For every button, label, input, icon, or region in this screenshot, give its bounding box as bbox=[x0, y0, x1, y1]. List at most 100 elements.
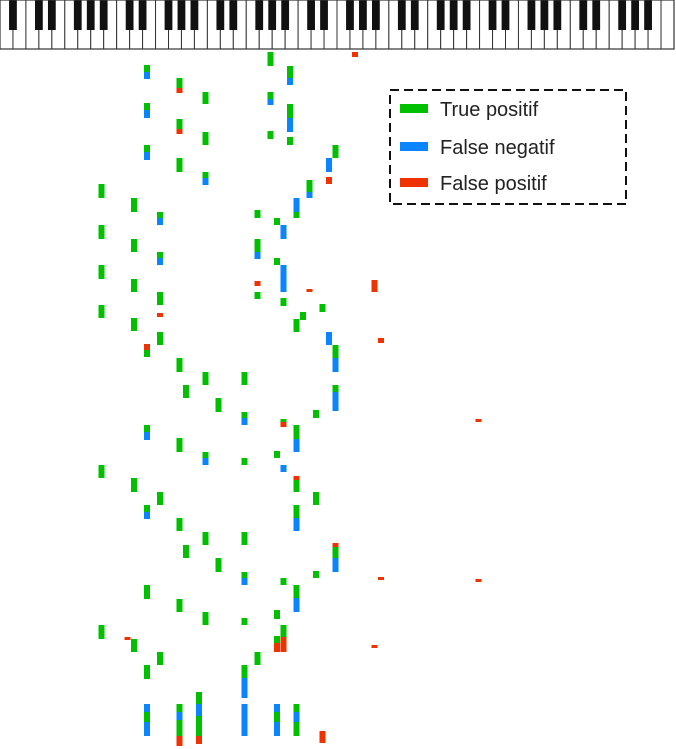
note-tp bbox=[176, 704, 183, 712]
white-key bbox=[660, 0, 675, 50]
black-key bbox=[618, 0, 627, 30]
note-fn bbox=[293, 439, 300, 452]
black-key bbox=[579, 0, 588, 30]
note-tp bbox=[254, 292, 261, 299]
note-tp bbox=[280, 578, 287, 585]
black-key bbox=[281, 0, 290, 30]
black-key bbox=[410, 0, 419, 30]
note-tp bbox=[280, 625, 287, 637]
note-fn bbox=[274, 722, 280, 736]
note-tp bbox=[157, 212, 163, 218]
note-tp bbox=[267, 52, 274, 66]
note-tp bbox=[274, 610, 280, 619]
note-fp bbox=[306, 289, 313, 292]
note-fp bbox=[176, 129, 183, 134]
note-tp bbox=[202, 172, 209, 178]
note-fn bbox=[202, 458, 209, 465]
note-fn bbox=[274, 704, 280, 712]
note-fn bbox=[280, 225, 287, 239]
note-tp bbox=[287, 66, 293, 78]
note-tp bbox=[274, 258, 280, 265]
note-fn bbox=[280, 265, 287, 280]
note-tp bbox=[274, 712, 280, 722]
black-key bbox=[359, 0, 367, 30]
black-key bbox=[125, 0, 134, 30]
note-fp bbox=[475, 419, 482, 422]
note-tp bbox=[202, 132, 209, 145]
note-tp bbox=[293, 722, 300, 736]
note-tp bbox=[183, 545, 189, 558]
legend-swatch-false-positif bbox=[400, 178, 428, 187]
note-tp bbox=[157, 292, 163, 305]
note-fn bbox=[144, 110, 150, 118]
note-tp bbox=[131, 318, 137, 331]
note-tp bbox=[176, 158, 183, 172]
note-fp bbox=[280, 637, 287, 652]
note-tp bbox=[183, 385, 189, 398]
note-tp bbox=[254, 210, 261, 218]
black-key bbox=[307, 0, 315, 30]
note-fn bbox=[332, 558, 339, 572]
legend: True positif False negatif False positif bbox=[389, 89, 627, 205]
black-key bbox=[592, 0, 601, 30]
note-tp bbox=[306, 180, 313, 192]
note-tp bbox=[202, 452, 209, 458]
note-tp bbox=[293, 212, 300, 218]
note-tp bbox=[98, 184, 105, 198]
note-tp bbox=[202, 532, 209, 545]
note-fn bbox=[326, 158, 332, 172]
note-tp bbox=[98, 225, 105, 239]
note-tp bbox=[280, 298, 287, 306]
note-tp bbox=[157, 252, 163, 258]
note-fn bbox=[241, 678, 248, 698]
note-fn bbox=[202, 178, 209, 185]
note-tp bbox=[241, 372, 248, 385]
black-key bbox=[229, 0, 238, 30]
black-key bbox=[255, 0, 264, 30]
note-tp bbox=[287, 137, 293, 145]
black-key bbox=[35, 0, 43, 30]
black-key bbox=[138, 0, 147, 30]
note-fn bbox=[293, 712, 300, 722]
note-tp bbox=[157, 492, 163, 505]
note-tp bbox=[202, 372, 209, 385]
note-tp bbox=[157, 332, 163, 345]
note-tp bbox=[293, 319, 300, 332]
note-tp bbox=[215, 558, 222, 572]
note-tp bbox=[332, 385, 339, 392]
black-key bbox=[462, 0, 471, 30]
note-tp bbox=[157, 652, 163, 665]
note-tp bbox=[332, 345, 339, 358]
note-fn bbox=[144, 432, 150, 440]
note-fn bbox=[287, 118, 293, 132]
black-key bbox=[9, 0, 17, 30]
note-fn bbox=[293, 198, 300, 212]
note-tp bbox=[254, 652, 261, 665]
note-tp bbox=[293, 480, 300, 492]
note-tp bbox=[144, 425, 150, 432]
black-key bbox=[268, 0, 277, 30]
black-key bbox=[436, 0, 445, 30]
note-tp bbox=[176, 599, 183, 612]
black-key bbox=[501, 0, 510, 30]
note-fn bbox=[196, 704, 202, 716]
note-tp bbox=[144, 665, 150, 679]
note-fn bbox=[241, 418, 248, 425]
note-tp bbox=[241, 532, 248, 545]
note-fp bbox=[371, 280, 378, 292]
legend-swatch-true-positif bbox=[400, 104, 428, 113]
black-key bbox=[320, 0, 328, 30]
note-fn bbox=[280, 280, 287, 292]
note-tp bbox=[293, 704, 300, 712]
note-tp bbox=[131, 198, 137, 212]
note-tp bbox=[313, 492, 319, 505]
note-fn bbox=[326, 332, 332, 345]
note-tp bbox=[274, 218, 280, 225]
legend-label-false-negatif: False negatif bbox=[440, 137, 555, 159]
legend-swatch-false-negatif bbox=[400, 142, 428, 151]
note-fn bbox=[144, 512, 150, 519]
note-tp bbox=[287, 104, 293, 118]
note-fn bbox=[241, 704, 248, 736]
note-tp bbox=[241, 665, 248, 678]
note-fn bbox=[144, 152, 150, 160]
